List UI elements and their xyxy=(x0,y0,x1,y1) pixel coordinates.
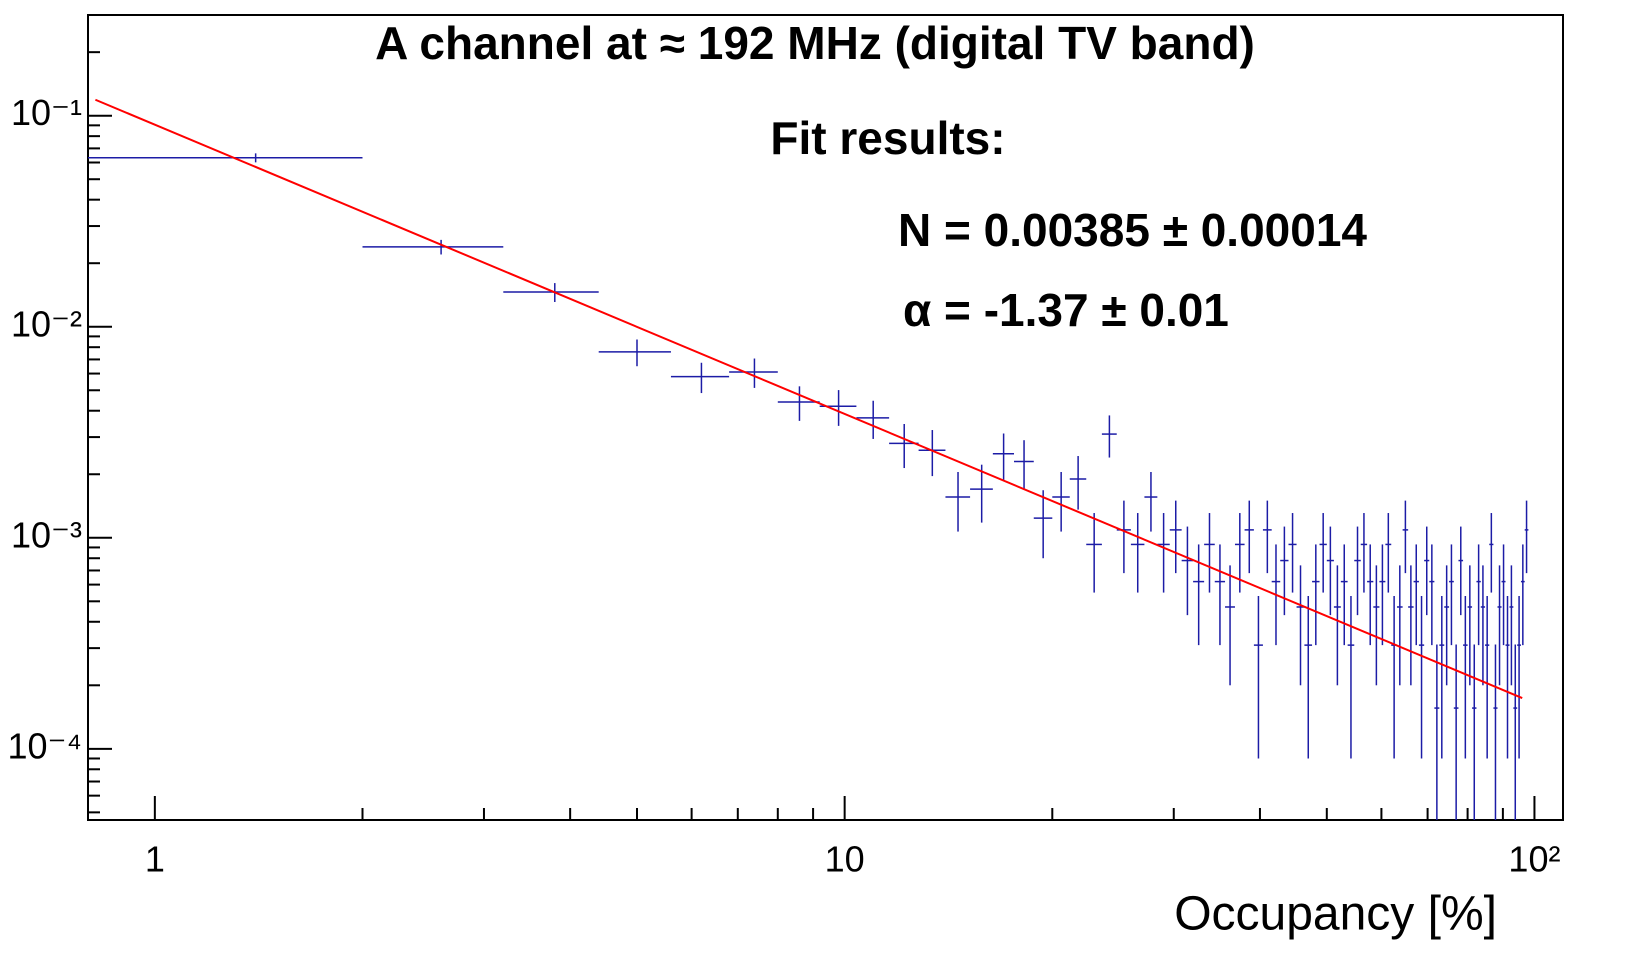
axes: 1 10 10² 10⁻⁴ 10⁻³ 10⁻² 10⁻¹ xyxy=(7,14,1560,880)
plot-area xyxy=(88,98,1529,820)
annotation: Fit results: xyxy=(770,112,1005,164)
x-tick-label: 10 xyxy=(825,839,865,880)
fit-line xyxy=(95,98,1523,699)
x-axis-label: Occupancy [%] xyxy=(1174,888,1497,941)
x-tick-label: 10² xyxy=(1508,839,1560,880)
chart-title: A channel at ≈ 192 MHz (digital TV band) xyxy=(375,17,1255,69)
y-tick-label: 10⁻¹ xyxy=(11,92,82,133)
plot-frame xyxy=(87,14,1564,821)
annotation: α = -1.37 ± 0.01 xyxy=(903,284,1229,336)
y-tick-label: 10⁻² xyxy=(11,303,82,344)
x-tick-label: 1 xyxy=(145,839,165,880)
annotation: N = 0.00385 ± 0.00014 xyxy=(898,204,1367,256)
y-tick-label: 10⁻³ xyxy=(11,514,82,555)
y-tick-label: 10⁻⁴ xyxy=(7,725,82,766)
